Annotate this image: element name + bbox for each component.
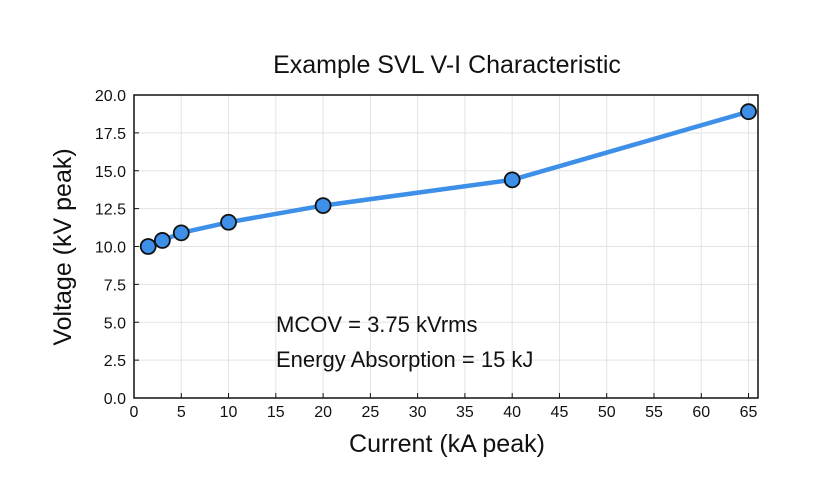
y-axis-label: Voltage (kV peak) (49, 148, 77, 345)
annotation-energy: Energy Absorption = 15 kJ (276, 347, 533, 372)
chart-title: Example SVL V-I Characteristic (273, 51, 621, 79)
axis-ticks: 0 5 10 15 20 25 30 35 40 45 50 55 60 65 0.0 2.5 5.0 7.5 10… (95, 88, 758, 421)
x-tick-label: 50 (598, 404, 616, 421)
y-tick-label: 0.0 (104, 391, 126, 408)
x-tick-label: 10 (220, 404, 238, 421)
x-tick-label: 45 (551, 404, 569, 421)
series-layer (139, 103, 757, 255)
x-tick-label: 0 (130, 404, 139, 421)
data-point (153, 232, 171, 249)
data-point (314, 197, 332, 214)
y-tick-label: 5.0 (104, 315, 126, 332)
y-tick-label: 15.0 (95, 164, 126, 181)
x-tick-label: 25 (361, 404, 379, 421)
x-tick-label: 35 (456, 404, 474, 421)
x-tick-label: 5 (177, 404, 186, 421)
x-axis-label: Current (kA peak) (349, 430, 545, 458)
y-tick-label: 17.5 (95, 126, 126, 143)
data-point (740, 103, 757, 121)
x-tick-label: 55 (645, 404, 663, 421)
y-tick-label: 2.5 (104, 353, 126, 370)
y-tick-label: 7.5 (104, 277, 126, 294)
data-point (503, 171, 521, 189)
y-tick-label: 12.5 (95, 202, 126, 219)
series-line (145, 109, 751, 249)
y-tick-label: 10.0 (95, 240, 126, 257)
x-tick-label: 30 (409, 404, 427, 421)
annotation-mcov: MCOV = 3.75 kVrms (276, 312, 478, 337)
x-tick-label: 40 (503, 404, 521, 421)
y-tick-label: 20.0 (95, 88, 126, 105)
x-tick-label: 15 (267, 404, 285, 421)
data-point (172, 224, 190, 242)
x-tick-label: 20 (314, 404, 332, 421)
data-point (220, 213, 237, 231)
x-tick-label: 65 (740, 404, 758, 421)
x-tick-label: 60 (692, 404, 710, 421)
data-point (139, 238, 157, 255)
